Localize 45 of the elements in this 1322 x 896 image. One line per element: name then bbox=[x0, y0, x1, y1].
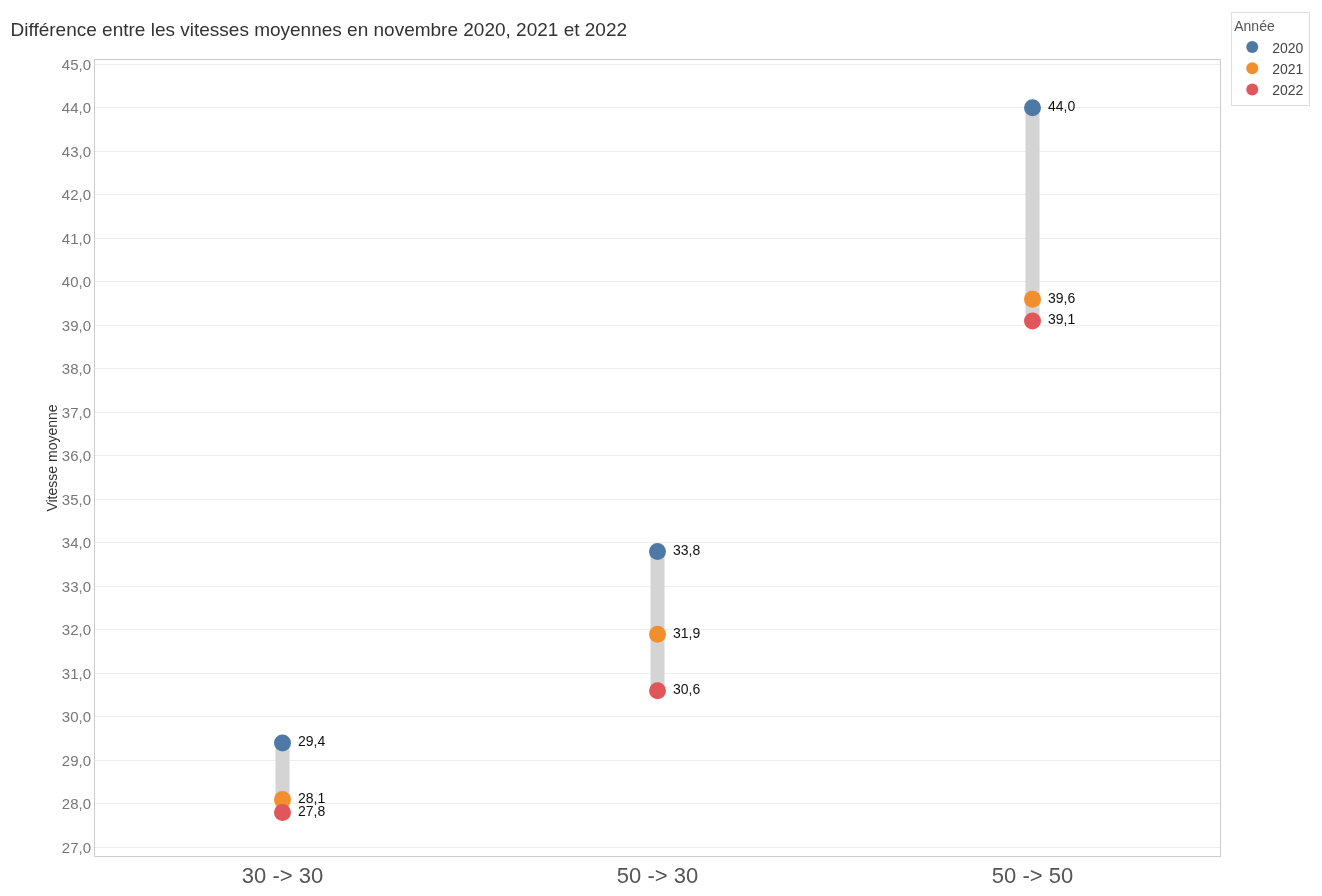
data-label: 31,9 bbox=[669, 624, 701, 641]
point bbox=[1024, 290, 1041, 308]
y-tick-label: 30,0 bbox=[61, 708, 91, 726]
legend-label: 2021 bbox=[1272, 60, 1304, 77]
y-tick-label: 37,0 bbox=[61, 403, 91, 421]
point bbox=[274, 804, 291, 821]
y-tick-label: 39,0 bbox=[61, 316, 91, 334]
x-tick-label: 50 -> 50 bbox=[991, 863, 1074, 889]
data-label: 39,6 bbox=[1044, 289, 1076, 306]
data-label: 28,1 bbox=[294, 789, 326, 806]
point bbox=[274, 734, 291, 752]
legend-label: 2020 bbox=[1272, 39, 1304, 56]
y-tick-label: 38,0 bbox=[61, 360, 91, 378]
y-tick-label: 34,0 bbox=[61, 534, 91, 552]
x-tick-label: 30 -> 30 bbox=[241, 863, 324, 889]
y-tick-label: 33,0 bbox=[61, 577, 91, 595]
point bbox=[649, 682, 666, 700]
x-tick-label: 50 -> 30 bbox=[616, 863, 699, 889]
point bbox=[649, 543, 666, 561]
y-tick-label: 29,0 bbox=[61, 751, 91, 769]
y-tick-label: 40,0 bbox=[61, 273, 91, 291]
y-tick-label: 36,0 bbox=[61, 447, 91, 465]
legend-label: 2022 bbox=[1272, 81, 1304, 98]
data-label: 33,8 bbox=[669, 542, 701, 559]
data-label: 29,4 bbox=[294, 733, 326, 750]
y-tick-label: 35,0 bbox=[61, 490, 91, 508]
chart-title: Différence entre les vitesses moyennes en novembre 2020, 2021 et 2022 bbox=[10, 18, 628, 40]
y-tick-label: 42,0 bbox=[61, 186, 91, 204]
data-label: 39,1 bbox=[1044, 311, 1076, 328]
data-label: 44,0 bbox=[1044, 98, 1076, 115]
data-label: 30,6 bbox=[669, 681, 701, 698]
point bbox=[649, 625, 666, 643]
y-tick-label: 43,0 bbox=[61, 142, 91, 160]
point bbox=[1024, 99, 1041, 117]
y-tick-label: 28,0 bbox=[61, 795, 91, 813]
data-label: 27,8 bbox=[294, 803, 326, 819]
y-tick-label: 41,0 bbox=[61, 229, 91, 247]
y-axis-title: Vitesse moyenne bbox=[43, 404, 60, 512]
y-tick-label: 32,0 bbox=[61, 621, 91, 639]
legend-title: Année bbox=[1234, 18, 1275, 35]
y-tick-label: 31,0 bbox=[61, 664, 91, 682]
y-tick-label: 27,0 bbox=[61, 838, 91, 856]
y-tick-label: 44,0 bbox=[61, 99, 91, 117]
y-tick-label: 45,0 bbox=[61, 55, 91, 73]
point bbox=[1024, 312, 1041, 330]
